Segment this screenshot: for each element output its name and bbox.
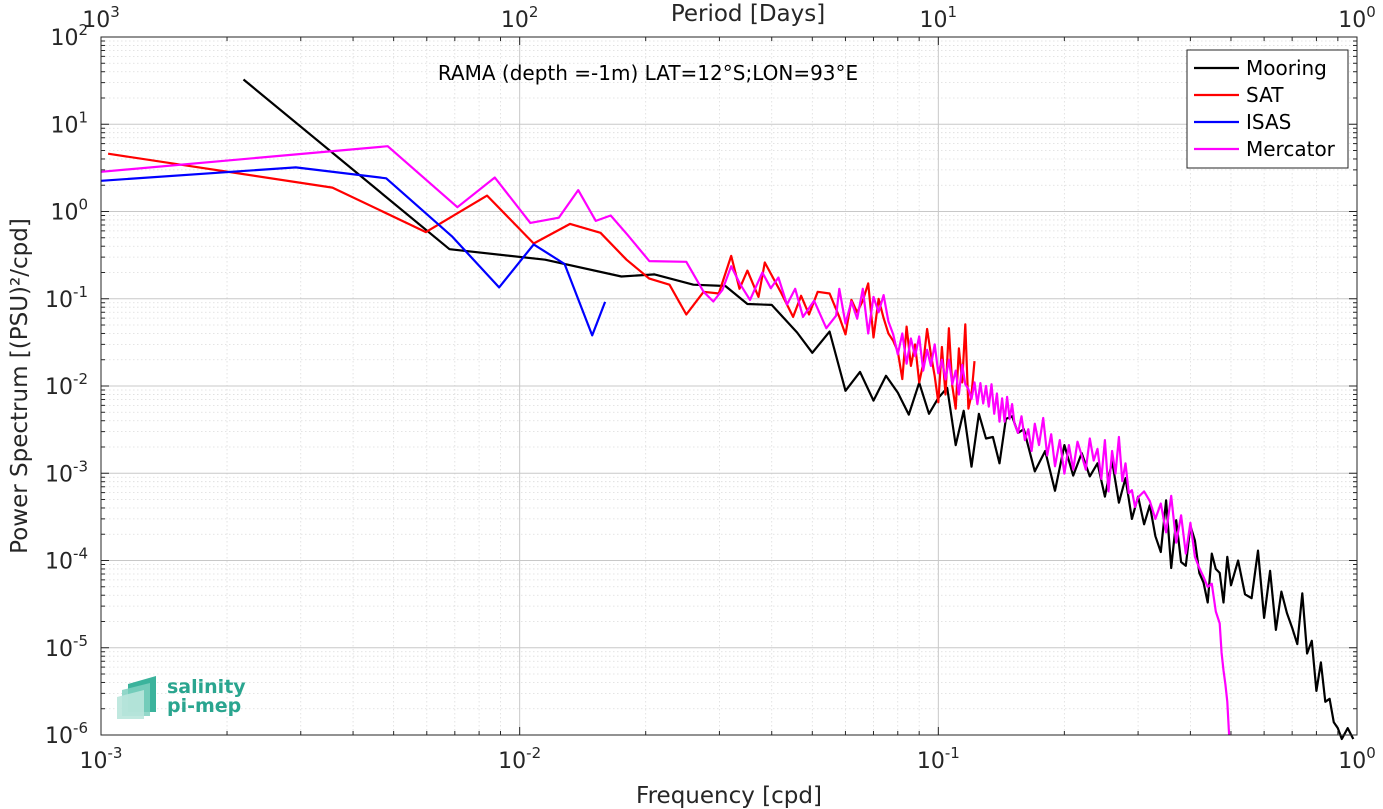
x-axis-label: Frequency [cpd] (636, 783, 822, 809)
legend-box (1186, 49, 1349, 169)
legend-label-mercator: Mercator (1246, 137, 1336, 161)
x-tick-label: 10-1 (917, 744, 960, 774)
legend-label-sat: SAT (1246, 83, 1284, 107)
legend-label-mooring: Mooring (1246, 56, 1327, 80)
x-tick-label: 10-2 (498, 744, 541, 774)
top-tick-label: 101 (920, 3, 958, 33)
y-tick-label: 10-3 (45, 457, 88, 487)
y-tick-label: 10-4 (45, 545, 88, 575)
logo-line1: salinity (167, 676, 246, 698)
legend-label-isas: ISAS (1246, 110, 1291, 134)
logo-line2: pi-mep (167, 695, 241, 717)
y-tick-label: 100 (50, 196, 88, 226)
chart-title-annotation: RAMA (depth =-1m) LAT=12°S;LON=93°E (438, 61, 858, 85)
series-line-isas (100, 166, 607, 337)
y-tick-label: 10-2 (45, 370, 88, 400)
series-line-mooring (242, 78, 1355, 741)
minor-grid (101, 37, 1357, 735)
plot-lines (100, 78, 1355, 741)
y-tick-label: 102 (50, 21, 88, 51)
top-tick-label: 103 (82, 3, 120, 33)
top-tick-label: 102 (501, 3, 539, 33)
top-axis-label: Period [Days] (671, 1, 825, 27)
top-tick-label: 100 (1338, 3, 1376, 33)
x-tick-label: 10-3 (80, 744, 123, 774)
y-tick-label: 101 (50, 108, 88, 138)
x-tick-label: 100 (1338, 744, 1376, 774)
series-line-mercator (100, 145, 1231, 736)
axis-ticks (100, 36, 1358, 736)
salinity-pi-mep-logo: salinity pi-mep (117, 676, 246, 719)
logo-mark-icon (117, 676, 156, 719)
legend: Mooring SAT ISAS Mercator (1186, 49, 1349, 169)
y-tick-label: 10-5 (45, 632, 88, 662)
y-tick-label: 10-6 (45, 719, 88, 749)
y-axis-label: Power Spectrum [(PSU)²/cpd] (7, 218, 33, 554)
y-tick-label: 10-1 (45, 283, 88, 313)
